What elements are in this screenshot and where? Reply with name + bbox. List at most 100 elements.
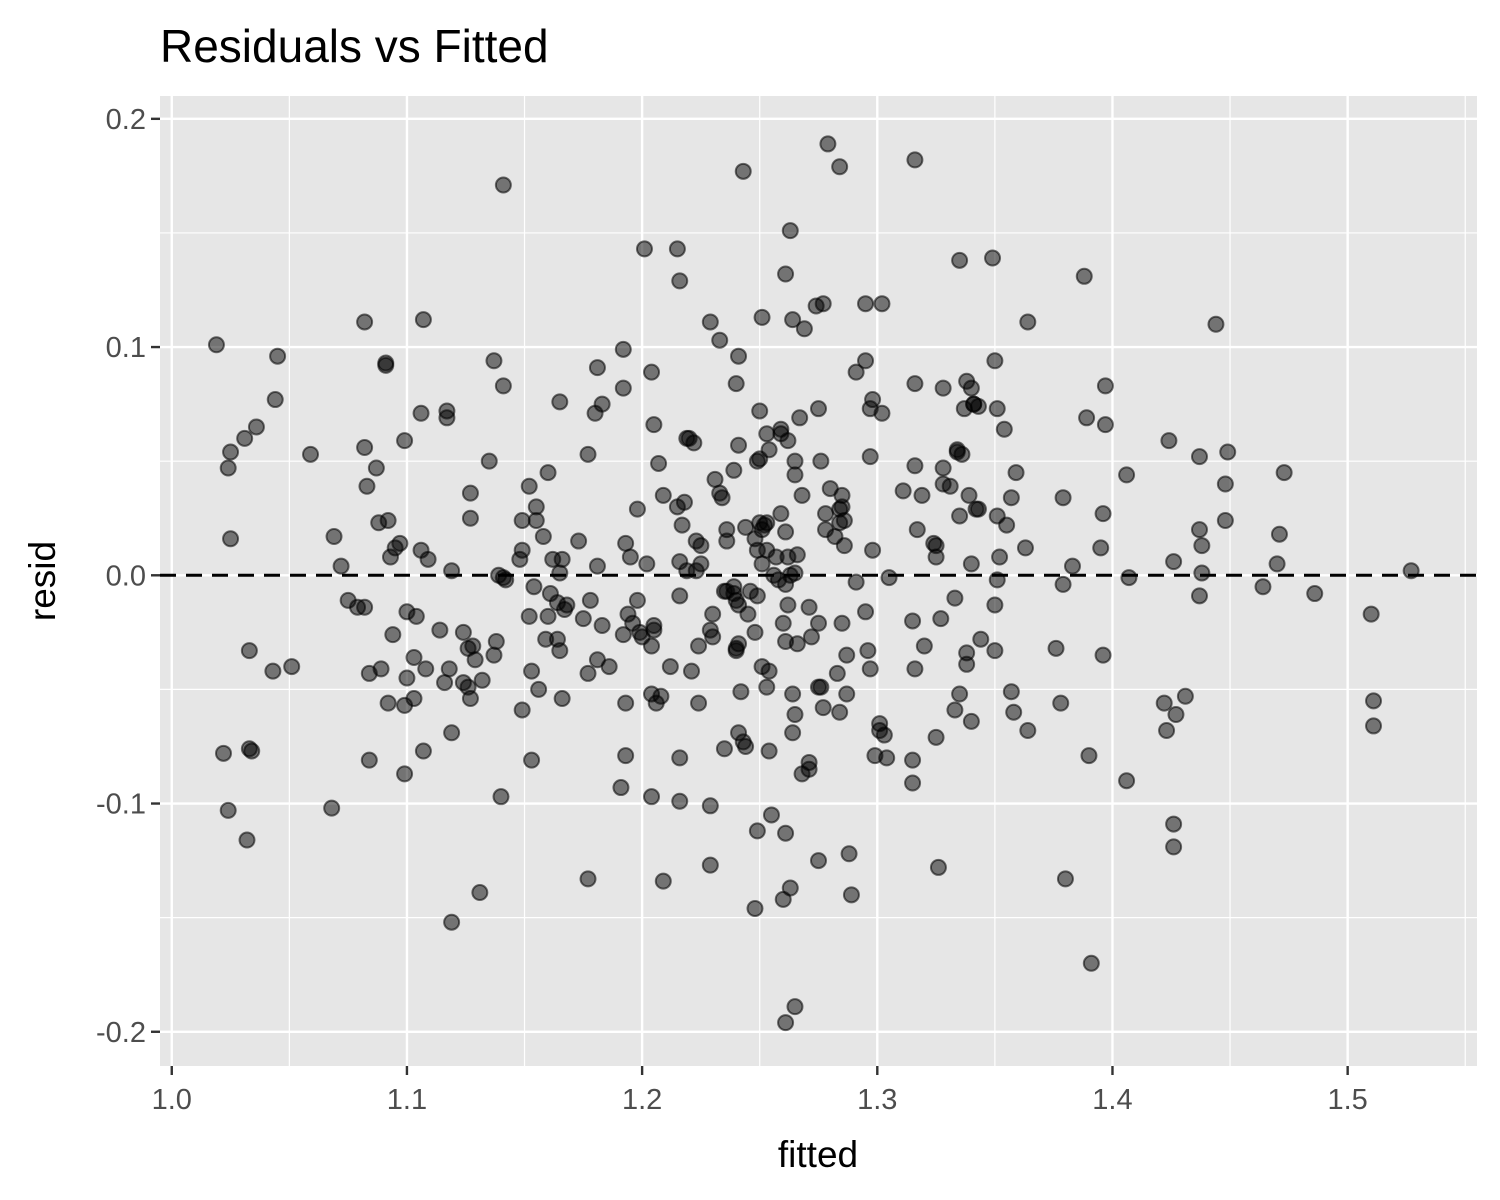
data-point: [814, 699, 832, 717]
data-point: [1078, 409, 1096, 427]
data-point: [734, 162, 752, 180]
data-point: [908, 521, 926, 539]
data-point: [784, 311, 802, 329]
data-point: [588, 359, 606, 377]
data-point: [932, 610, 950, 628]
data-point: [553, 550, 571, 568]
data-point: [1190, 587, 1208, 605]
data-point: [1190, 448, 1208, 466]
data-point: [579, 664, 597, 682]
data-point: [398, 669, 416, 687]
data-point: [1207, 315, 1225, 333]
data-point: [777, 824, 795, 842]
data-point: [1096, 377, 1114, 395]
data-point: [332, 557, 350, 575]
data-point: [713, 489, 731, 507]
data-point: [847, 363, 865, 381]
data-point: [873, 404, 891, 422]
data-point: [405, 690, 423, 708]
data-point: [915, 637, 933, 655]
data-point: [377, 356, 395, 374]
data-point: [758, 514, 776, 532]
data-point: [1193, 537, 1211, 555]
data-point: [440, 660, 458, 678]
data-point: [786, 706, 804, 724]
data-point: [718, 521, 736, 539]
data-point: [835, 537, 853, 555]
data-point: [861, 660, 879, 678]
data-point: [727, 375, 745, 393]
data-point: [419, 550, 437, 568]
data-point: [1019, 721, 1037, 739]
data-point: [838, 646, 856, 664]
data-point: [969, 500, 987, 518]
data-point: [1193, 564, 1211, 582]
data-point: [760, 742, 778, 760]
data-point: [772, 505, 790, 523]
data-point: [323, 799, 341, 817]
data-point: [236, 429, 254, 447]
data-point: [1118, 466, 1136, 484]
data-point: [405, 648, 423, 666]
data-point: [857, 352, 875, 370]
data-point: [600, 658, 618, 676]
data-point: [473, 671, 491, 689]
data-point: [628, 500, 646, 518]
data-point: [671, 587, 689, 605]
data-point: [614, 379, 632, 397]
data-point: [325, 527, 343, 545]
data-point: [951, 251, 969, 269]
data-point: [1165, 815, 1183, 833]
data-point: [986, 352, 1004, 370]
data-point: [574, 610, 592, 628]
data-point: [972, 630, 990, 648]
data-point: [958, 644, 976, 662]
data-point: [704, 605, 722, 623]
data-point: [431, 621, 449, 639]
data-point: [927, 728, 945, 746]
data-point: [523, 662, 541, 680]
data-point: [617, 747, 635, 765]
data-point: [520, 477, 538, 495]
data-point: [356, 313, 374, 331]
data-point: [793, 486, 811, 504]
data-point: [1056, 870, 1074, 888]
data-point: [739, 605, 757, 623]
data-point: [751, 402, 769, 420]
data-point: [1306, 585, 1324, 603]
data-point: [1052, 694, 1070, 712]
data-point: [906, 151, 924, 169]
data-point: [480, 452, 498, 470]
data-point: [814, 295, 832, 313]
data-point: [812, 452, 830, 470]
data-point: [690, 694, 708, 712]
data-point: [222, 530, 240, 548]
data-point: [266, 391, 284, 409]
data-point: [558, 596, 576, 614]
data-point: [1005, 703, 1023, 721]
data-point: [1120, 569, 1138, 587]
data-point: [800, 753, 818, 771]
data-point: [730, 436, 748, 454]
x-axis: 1.0 1.1 1.2 1.3 1.4 1.5: [152, 1066, 1368, 1116]
data-point: [878, 749, 896, 767]
data-point: [539, 464, 557, 482]
data-point: [861, 448, 879, 466]
x-tick-label: 1.5: [1327, 1084, 1367, 1116]
data-point: [748, 587, 766, 605]
data-point: [643, 363, 661, 381]
y-axis-title: resid: [22, 541, 63, 621]
data-point: [934, 379, 952, 397]
data-point: [986, 596, 1004, 614]
data-point: [857, 295, 875, 313]
data-point: [711, 331, 729, 349]
data-point: [777, 1014, 795, 1032]
y-tick-label: 0.1: [106, 332, 146, 364]
x-tick-label: 1.4: [1092, 1084, 1132, 1116]
data-point: [412, 404, 430, 422]
x-tick-label: 1.1: [387, 1084, 427, 1116]
data-point: [864, 541, 882, 559]
data-point: [962, 555, 980, 573]
data-point: [810, 852, 827, 870]
